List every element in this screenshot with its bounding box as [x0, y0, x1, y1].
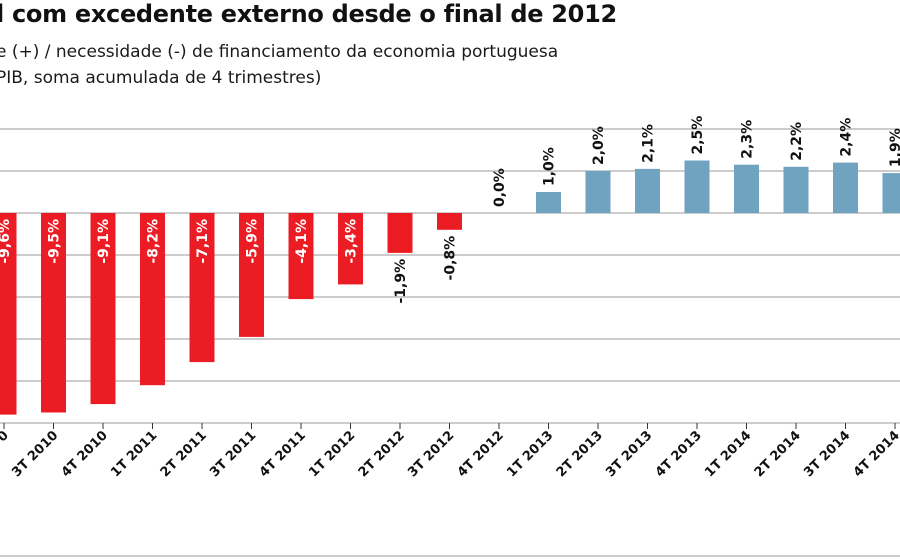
bars	[0, 160, 900, 415]
value-label: -0,8%	[443, 236, 459, 281]
category-label: 1T 2012	[306, 428, 358, 480]
value-label: 2,4%	[839, 118, 855, 157]
value-label: 1,0%	[542, 147, 558, 186]
category-label: 3T 2011	[207, 428, 259, 480]
bar	[882, 173, 900, 213]
bar	[41, 213, 66, 413]
value-label: 2,2%	[789, 122, 805, 161]
category-label: 2T 2014	[752, 428, 804, 480]
category-label: 1T 2011	[108, 428, 160, 480]
chart-subtitle-line-2: PIB, soma acumulada de 4 trimestres)	[0, 68, 322, 88]
bar	[585, 171, 611, 213]
category-label: 2T 2011	[158, 428, 210, 480]
bar	[90, 213, 116, 405]
value-label: -9,5%	[47, 219, 63, 264]
value-label: -1,9%	[393, 259, 409, 304]
category-label: 1T 2013	[504, 428, 556, 480]
value-label: 1,9%	[888, 128, 900, 167]
category-label: 4T 2014	[851, 428, 900, 480]
value-label: -5,9%	[245, 219, 261, 264]
category-label: 4T 2013	[653, 428, 705, 480]
bar	[833, 162, 858, 213]
bar	[239, 213, 264, 337]
category-label: 4T 2010	[59, 428, 111, 480]
category-label: 4T 2011	[257, 428, 309, 480]
chart-subtitle-line-1: e (+) / necessidade (-) de financiamento…	[0, 42, 559, 62]
category-label: 0	[0, 428, 12, 445]
bar	[734, 164, 759, 213]
bar	[536, 192, 561, 213]
value-label: -4,1%	[294, 219, 310, 264]
category-label: 1T 2014	[702, 428, 754, 480]
bar	[684, 160, 710, 213]
value-label: 2,5%	[690, 116, 706, 155]
value-label: -7,1%	[195, 219, 211, 264]
value-label: 2,0%	[591, 126, 607, 165]
bar	[288, 213, 314, 300]
bar	[0, 213, 17, 415]
bar	[338, 213, 363, 285]
value-label: 2,1%	[641, 124, 657, 163]
category-label: 3T 2014	[801, 428, 853, 480]
category-label: 2T 2013	[554, 428, 606, 480]
category-label: 3T 2013	[603, 428, 655, 480]
value-label: 2,3%	[740, 120, 756, 159]
chart-title: l com excedente externo desde o final de…	[0, 0, 617, 28]
value-label: 0,0%	[492, 168, 508, 207]
bar	[437, 213, 462, 230]
category-label: 2T 2012	[356, 428, 408, 480]
bar	[189, 213, 215, 363]
value-label: -8,2%	[146, 219, 162, 264]
category-label: 3T 2012	[405, 428, 457, 480]
bar	[140, 213, 165, 386]
value-label: -9,1%	[96, 219, 112, 264]
value-label: -9,6%	[0, 219, 13, 264]
bar	[387, 213, 413, 253]
bar	[783, 166, 809, 213]
category-label: 4T 2012	[455, 428, 507, 480]
gridlines	[0, 128, 900, 557]
bar	[635, 168, 660, 213]
value-labels: -9,6% -9,5% -9,1% -8,2% -7,1% -5,9% -4,1% -3,4%…	[0, 116, 900, 304]
value-label: -3,4%	[344, 219, 360, 264]
category-label: 3T 2010	[9, 428, 61, 480]
